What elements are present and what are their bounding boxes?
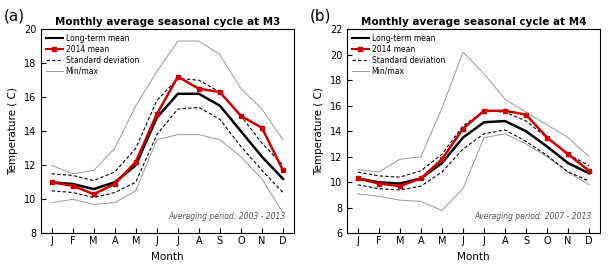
Title: Monthly average seasonal cycle at M3: Monthly average seasonal cycle at M3: [55, 17, 280, 27]
Legend: Long-term mean, 2014 mean, Standard deviation, Min/max: Long-term mean, 2014 mean, Standard devi…: [43, 31, 141, 78]
Title: Monthly average seasonal cycle at M4: Monthly average seasonal cycle at M4: [361, 17, 586, 27]
X-axis label: Month: Month: [151, 252, 184, 262]
Legend: Long-term mean, 2014 mean, Standard deviation, Min/max: Long-term mean, 2014 mean, Standard devi…: [350, 31, 447, 78]
Text: (a): (a): [3, 9, 24, 24]
Text: Averaging period: 2007 - 2013: Averaging period: 2007 - 2013: [475, 212, 592, 221]
Y-axis label: Temperature ( C): Temperature ( C): [314, 87, 324, 175]
Y-axis label: Temperature ( C): Temperature ( C): [9, 87, 18, 175]
Text: Averaging period: 2003 - 2013: Averaging period: 2003 - 2013: [168, 212, 286, 221]
Text: (b): (b): [309, 9, 331, 24]
X-axis label: Month: Month: [457, 252, 490, 262]
